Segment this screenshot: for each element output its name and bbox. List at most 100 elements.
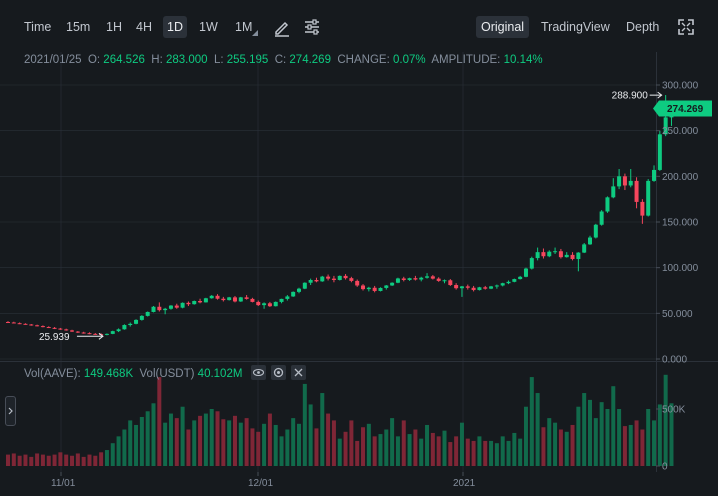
volume-bar[interactable] — [390, 418, 395, 466]
close-icon[interactable] — [291, 365, 307, 381]
dropdown-corner-icon[interactable] — [250, 28, 258, 36]
volume-bar[interactable] — [459, 422, 464, 466]
volume-bar[interactable] — [372, 436, 377, 466]
volume-bar[interactable] — [203, 413, 208, 466]
candle-body[interactable] — [640, 201, 645, 216]
candle-body[interactable] — [93, 333, 98, 335]
candle-body[interactable] — [198, 301, 203, 303]
volume-bar[interactable] — [209, 409, 214, 466]
volume-bar[interactable] — [186, 429, 191, 466]
volume-bar[interactable] — [174, 418, 179, 466]
candle-body[interactable] — [657, 134, 662, 170]
volume-bar[interactable] — [407, 434, 412, 466]
candle-body[interactable] — [593, 224, 598, 238]
volume-bar[interactable] — [349, 420, 354, 466]
volume-bar[interactable] — [215, 411, 220, 466]
candle-body[interactable] — [70, 330, 75, 332]
view-tradingview[interactable]: TradingView — [541, 20, 610, 34]
side-panel-toggle[interactable] — [5, 396, 16, 426]
volume-bar[interactable] — [221, 419, 226, 466]
candle-body[interactable] — [366, 287, 371, 290]
volume-bar[interactable] — [99, 452, 104, 466]
candle-body[interactable] — [52, 327, 57, 329]
view-original[interactable]: Original — [476, 16, 530, 38]
interval-1w[interactable]: 1W — [199, 20, 218, 34]
candle-body[interactable] — [326, 276, 331, 279]
candle-body[interactable] — [320, 276, 325, 282]
candle-body[interactable] — [75, 331, 80, 333]
volume-bar[interactable] — [384, 429, 389, 466]
volume-bar[interactable] — [588, 399, 592, 466]
candle-body[interactable] — [168, 305, 173, 309]
candle-body[interactable] — [250, 298, 255, 302]
candle-body[interactable] — [279, 298, 284, 302]
candle-body[interactable] — [570, 254, 575, 259]
candle-body[interactable] — [465, 286, 470, 288]
candle-body[interactable] — [157, 306, 162, 311]
volume-bar[interactable] — [558, 429, 563, 466]
volume-bar[interactable] — [17, 455, 22, 466]
volume-bar[interactable] — [87, 454, 92, 466]
volume-bar[interactable] — [541, 427, 546, 466]
volume-bar[interactable] — [70, 455, 75, 466]
candle-body[interactable] — [203, 298, 208, 303]
volume-bar[interactable] — [646, 409, 651, 466]
candle-body[interactable] — [506, 281, 511, 284]
volume-bar[interactable] — [628, 424, 633, 466]
volume-bar[interactable] — [198, 415, 203, 466]
volume-bar[interactable] — [58, 452, 63, 466]
volume-bar[interactable] — [116, 436, 121, 466]
volume-bar[interactable] — [669, 403, 674, 466]
volume-bar[interactable] — [75, 453, 80, 466]
volume-bar[interactable] — [302, 383, 307, 466]
candle-body[interactable] — [163, 308, 168, 311]
volume-bar[interactable] — [640, 429, 645, 466]
volume-bar[interactable] — [617, 409, 622, 466]
candle-body[interactable] — [459, 286, 464, 289]
candle-body[interactable] — [372, 287, 377, 291]
volume-bar[interactable] — [652, 420, 657, 466]
candle-body[interactable] — [523, 268, 528, 277]
candle-body[interactable] — [46, 327, 51, 329]
candle-body[interactable] — [221, 298, 226, 301]
volume-bar[interactable] — [512, 432, 517, 466]
volume-bar[interactable] — [442, 430, 447, 466]
volume-bar[interactable] — [93, 455, 98, 466]
interval-1h[interactable]: 1H — [106, 20, 122, 34]
candle-body[interactable] — [29, 324, 34, 326]
candle-body[interactable] — [122, 325, 127, 330]
volume-bar[interactable] — [180, 406, 185, 466]
volume-bar[interactable] — [361, 427, 366, 466]
interval-4h[interactable]: 4H — [136, 20, 152, 34]
volume-bar[interactable] — [465, 438, 470, 466]
candle-body[interactable] — [308, 279, 313, 283]
candle-body[interactable] — [104, 333, 109, 335]
interval-1d[interactable]: 1D — [163, 16, 187, 38]
volume-bar[interactable] — [547, 418, 552, 466]
candle-body[interactable] — [401, 278, 406, 280]
candle-body[interactable] — [652, 169, 657, 181]
volume-bar[interactable] — [168, 413, 173, 466]
candle-body[interactable] — [564, 254, 569, 258]
candle-body[interactable] — [419, 277, 424, 280]
volume-bar[interactable] — [110, 443, 115, 466]
candle-body[interactable] — [6, 322, 10, 324]
volume-bar[interactable] — [448, 442, 453, 466]
candle-body[interactable] — [192, 301, 197, 305]
candle-body[interactable] — [494, 285, 499, 287]
volume-bar[interactable] — [23, 454, 28, 466]
volume-bar[interactable] — [477, 436, 482, 466]
candle-body[interactable] — [174, 305, 179, 308]
candle-body[interactable] — [11, 322, 16, 324]
volume-bar[interactable] — [523, 406, 528, 466]
volume-bar[interactable] — [663, 374, 668, 466]
candle-body[interactable] — [337, 275, 342, 280]
candle-body[interactable] — [349, 278, 354, 281]
volume-bar[interactable] — [238, 422, 243, 466]
volume-bar[interactable] — [454, 436, 459, 466]
candle-body[interactable] — [40, 326, 45, 328]
volume-bar[interactable] — [593, 418, 598, 466]
candle-body[interactable] — [622, 176, 627, 186]
volume-bar[interactable] — [46, 455, 51, 466]
candle-body[interactable] — [489, 286, 494, 289]
